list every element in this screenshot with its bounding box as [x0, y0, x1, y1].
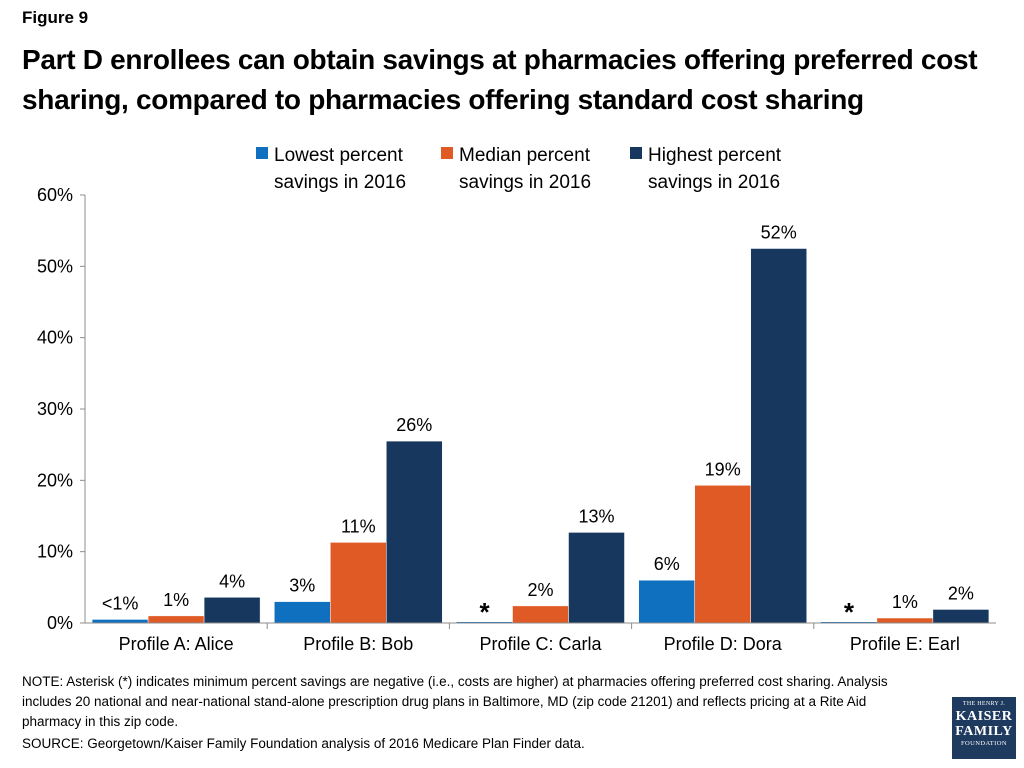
x-tick-label: Profile B: Bob	[303, 634, 413, 654]
bar	[694, 485, 751, 624]
data-label: 11%	[341, 516, 376, 536]
bar	[386, 440, 443, 624]
bar-chart: Lowest percent savings in 2016 Median perc…	[37, 145, 996, 654]
bar	[91, 619, 149, 624]
y-tick-label: 60%	[37, 185, 73, 205]
legend: Lowest percent savings in 2016 Median perc…	[256, 145, 782, 193]
bar	[147, 615, 205, 624]
data-label: *	[479, 597, 490, 627]
legend-swatch	[256, 147, 268, 159]
legend-label: Median percent	[459, 145, 591, 166]
bar	[750, 248, 807, 624]
data-label: 52%	[761, 223, 797, 243]
legend-swatch	[441, 147, 453, 159]
y-axis: 0% 10% 20% 30% 40% 50% 60%	[37, 185, 86, 633]
bar	[512, 605, 569, 624]
data-label: <1%	[102, 593, 139, 613]
legend-label: Highest percent	[648, 145, 782, 166]
bar	[203, 597, 261, 624]
x-tick-label: Profile A: Alice	[119, 634, 234, 654]
bar	[330, 542, 387, 624]
data-label: 4%	[219, 571, 245, 591]
data-label: 1%	[163, 590, 189, 610]
source-text: SOURCE: Georgetown/Kaiser Family Foundat…	[22, 736, 585, 751]
chart-title: Part D enrollees can obtain savings at p…	[22, 44, 978, 115]
x-tick-label: Profile C: Carla	[479, 634, 602, 654]
data-label: 2%	[527, 580, 553, 600]
y-tick-label: 30%	[37, 399, 73, 419]
bar	[568, 532, 625, 624]
y-tick-label: 10%	[37, 542, 73, 562]
data-label: 1%	[892, 592, 918, 612]
legend-label: savings in 2016	[274, 172, 406, 193]
bar	[638, 579, 695, 624]
data-label: 2%	[948, 583, 974, 603]
figure-label: Figure 9	[22, 8, 89, 27]
legend-swatch	[630, 147, 642, 159]
data-label: 6%	[654, 554, 680, 574]
y-tick-label: 20%	[37, 470, 73, 490]
data-label: 26%	[396, 415, 432, 435]
data-label: 19%	[705, 459, 741, 479]
bar	[932, 609, 990, 624]
x-tick-label: Profile E: Earl	[850, 634, 960, 654]
legend-label: Lowest percent	[274, 145, 404, 166]
note-text: NOTE: Asterisk (*) indicates minimum per…	[22, 674, 888, 729]
data-label: 3%	[289, 576, 315, 596]
bar	[876, 617, 934, 624]
y-tick-label: 40%	[37, 328, 73, 348]
bar	[274, 601, 331, 624]
y-tick-label: 50%	[37, 256, 73, 276]
y-tick-label: 0%	[47, 613, 73, 633]
kff-logo: THE HENRY J. KAISER FAMILY FOUNDATION	[952, 697, 1016, 759]
bars: <1% 1% 4% 3% 11% 26% * 2% 13% 6% 19% 52% * 1% 2%	[91, 223, 990, 627]
x-axis: Profile A: Alice Profile B: Bob Profile C:…	[85, 622, 996, 654]
legend-label: savings in 2016	[648, 172, 780, 193]
legend-label: savings in 2016	[459, 172, 591, 193]
data-label: 13%	[578, 506, 614, 526]
data-label: *	[844, 597, 855, 627]
x-tick-label: Profile D: Dora	[664, 634, 783, 654]
